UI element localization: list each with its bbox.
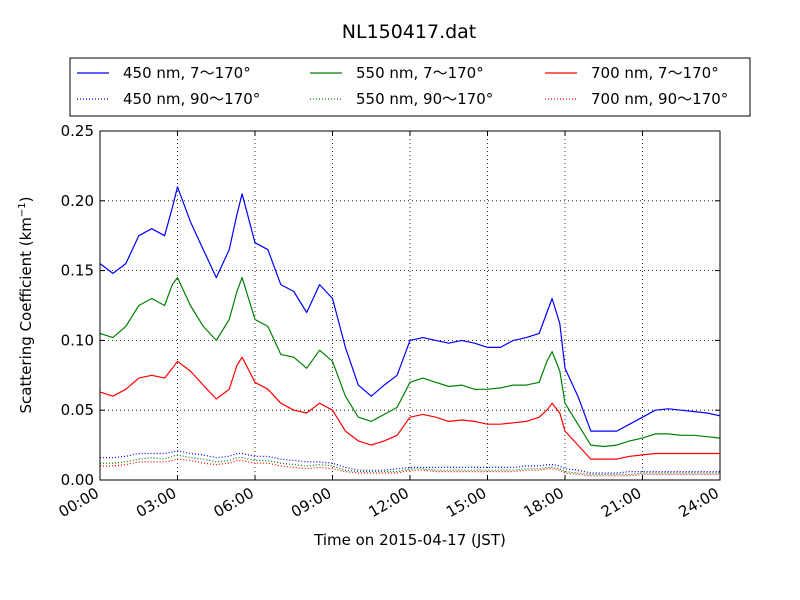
- grid: [100, 131, 720, 480]
- series-line: [99, 186, 721, 432]
- y-tick-label: 0.05: [61, 401, 94, 419]
- y-axis-label-sup: −1: [17, 202, 28, 217]
- legend-label: 550 nm, 7～170°: [356, 64, 484, 82]
- y-tick-label: 0.15: [61, 262, 94, 280]
- y-tick-label: 0.25: [61, 122, 94, 140]
- y-tick-label: 0.10: [61, 331, 94, 349]
- x-tick-label: 00:00: [56, 484, 102, 521]
- x-axis-label: Time on 2015-04-17 (JST): [313, 531, 506, 549]
- x-tick-label: 15:00: [443, 484, 489, 521]
- series-line: [99, 356, 720, 460]
- x-tick-label: 12:00: [366, 484, 412, 521]
- y-axis-ticks: 0.00 0.05 0.10 0.15 0.20 0.25: [61, 122, 720, 489]
- y-tick-label: 0.20: [61, 192, 94, 210]
- series-line: [100, 450, 720, 474]
- legend-label: 700 nm, 7～170°: [591, 64, 719, 82]
- y-axis-label-close: ): [17, 196, 35, 202]
- x-tick-label: 18:00: [521, 484, 567, 521]
- x-tick-label: 06:00: [211, 484, 257, 521]
- series-layer: [99, 186, 721, 477]
- x-axis-ticks: 00:00 03:00 06:00 09:00 12:00 15:00 18:00 21:00…: [56, 131, 722, 521]
- y-tick-label: 0.00: [61, 471, 94, 489]
- series-line: [99, 277, 721, 448]
- legend-label: 550 nm, 90～170°: [356, 90, 493, 108]
- legend-box: [69, 57, 751, 117]
- legend-label: 450 nm, 90～170°: [123, 90, 260, 108]
- legend-label: 700 nm, 90～170°: [591, 90, 728, 108]
- x-tick-label: 24:00: [676, 484, 722, 521]
- y-axis-label-main: Scattering Coefficient (km: [17, 217, 35, 413]
- chart-title: NL150417.dat: [342, 21, 477, 43]
- legend-label: 450 nm, 7～170°: [123, 64, 251, 82]
- series-line: [100, 454, 720, 475]
- legend: 450 nm, 7～170° 550 nm, 7～170° 700 nm, 7～17…: [69, 57, 751, 117]
- x-tick-label: 21:00: [598, 484, 644, 521]
- series-line: [100, 458, 720, 477]
- y-axis-label: Scattering Coefficient (km−1): [17, 196, 35, 413]
- x-tick-label: 03:00: [133, 484, 179, 521]
- x-tick-label: 09:00: [288, 484, 334, 521]
